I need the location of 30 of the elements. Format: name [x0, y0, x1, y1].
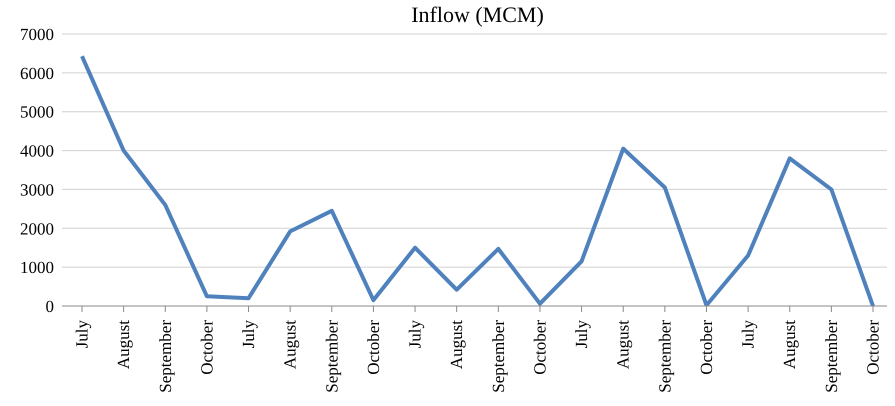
x-tick-label: August	[280, 320, 300, 370]
x-tick-label: September	[156, 320, 175, 393]
x-tick-label: September	[488, 320, 508, 393]
x-tick-label: July	[738, 320, 758, 348]
y-tick-label: 1000	[20, 258, 54, 278]
x-tick-label: August	[447, 320, 466, 370]
y-tick-label: 3000	[20, 180, 54, 200]
y-tick-label: 0	[46, 297, 54, 316]
x-tick-label: September	[322, 320, 342, 393]
chart-title: Inflow (MCM)	[410, 2, 545, 28]
y-tick-label: 7000	[20, 25, 54, 44]
x-tick-label: September	[822, 320, 841, 393]
x-tick-label: October	[197, 320, 216, 375]
line-series	[80, 54, 875, 306]
x-tick-label: August	[780, 320, 800, 370]
y-tick-label: 6000	[20, 64, 54, 83]
y-tick-label: 4000	[20, 142, 54, 161]
x-tick-label: October	[696, 320, 716, 375]
x-tick-label: July	[406, 320, 425, 348]
x-tick-label: July	[572, 320, 592, 348]
x-tick-label: October	[864, 320, 882, 375]
x-tick-label: August	[614, 320, 633, 370]
x-tick-label: August	[114, 320, 134, 370]
x-tick-label: October	[530, 320, 550, 375]
x-tick-label: July	[239, 320, 258, 348]
x-tick-label: October	[364, 320, 383, 375]
y-tick-label: 5000	[20, 102, 54, 122]
y-tick-label: 2000	[20, 219, 54, 238]
x-tick-label: July	[72, 320, 92, 348]
x-tick-label: September	[655, 320, 674, 393]
